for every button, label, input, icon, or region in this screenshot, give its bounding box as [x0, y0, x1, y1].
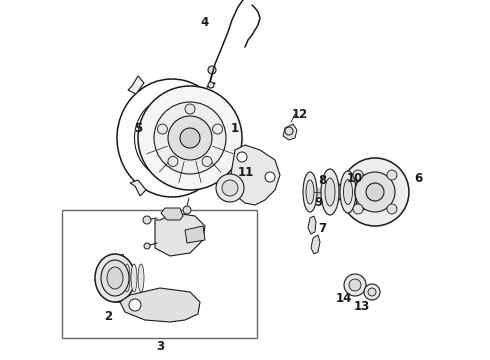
- Circle shape: [213, 124, 222, 134]
- Circle shape: [353, 170, 363, 180]
- Circle shape: [237, 152, 247, 162]
- Circle shape: [364, 284, 380, 300]
- Circle shape: [154, 102, 226, 174]
- Ellipse shape: [340, 171, 356, 213]
- Circle shape: [129, 299, 141, 311]
- Polygon shape: [308, 216, 316, 234]
- Text: 10: 10: [347, 171, 363, 185]
- Polygon shape: [185, 226, 205, 243]
- Circle shape: [144, 243, 150, 249]
- Ellipse shape: [131, 264, 137, 292]
- Circle shape: [387, 204, 397, 214]
- Text: 8: 8: [318, 174, 326, 186]
- Text: 9: 9: [314, 195, 322, 208]
- Circle shape: [208, 82, 214, 88]
- Circle shape: [366, 183, 384, 201]
- Circle shape: [202, 157, 212, 166]
- Ellipse shape: [216, 174, 244, 202]
- Polygon shape: [283, 124, 297, 140]
- Bar: [62, 210, 257, 338]
- Ellipse shape: [303, 172, 317, 212]
- Ellipse shape: [101, 260, 129, 296]
- Circle shape: [285, 127, 293, 135]
- Polygon shape: [161, 208, 183, 220]
- Text: 11: 11: [238, 166, 254, 179]
- Text: 13: 13: [354, 300, 370, 312]
- Circle shape: [355, 172, 395, 212]
- Ellipse shape: [321, 169, 339, 215]
- Text: 3: 3: [156, 339, 164, 352]
- Polygon shape: [120, 288, 200, 322]
- Ellipse shape: [324, 181, 342, 203]
- Circle shape: [344, 274, 366, 296]
- Ellipse shape: [124, 264, 130, 292]
- Text: 14: 14: [336, 292, 352, 305]
- Text: 5: 5: [134, 122, 142, 135]
- Ellipse shape: [343, 180, 352, 204]
- Circle shape: [208, 66, 216, 74]
- Circle shape: [341, 158, 409, 226]
- Circle shape: [353, 204, 363, 214]
- Ellipse shape: [222, 180, 238, 196]
- Circle shape: [168, 116, 212, 160]
- Circle shape: [143, 216, 151, 224]
- Ellipse shape: [107, 267, 123, 289]
- Circle shape: [387, 170, 397, 180]
- Text: 7: 7: [318, 221, 326, 234]
- Text: 6: 6: [414, 171, 422, 185]
- Circle shape: [168, 157, 178, 166]
- Circle shape: [180, 128, 200, 148]
- Text: 12: 12: [292, 108, 308, 121]
- Circle shape: [368, 288, 376, 296]
- Circle shape: [138, 86, 242, 190]
- Polygon shape: [115, 254, 123, 302]
- Polygon shape: [230, 145, 280, 205]
- Ellipse shape: [306, 180, 314, 204]
- Ellipse shape: [138, 264, 144, 292]
- Text: 2: 2: [104, 310, 112, 323]
- Text: 1: 1: [231, 122, 239, 135]
- Polygon shape: [155, 213, 205, 256]
- Ellipse shape: [355, 174, 369, 210]
- Circle shape: [265, 172, 275, 182]
- Polygon shape: [128, 76, 144, 94]
- Ellipse shape: [325, 178, 335, 206]
- Circle shape: [157, 124, 168, 134]
- Circle shape: [185, 104, 195, 114]
- Polygon shape: [130, 180, 146, 196]
- Text: 4: 4: [201, 15, 209, 28]
- Polygon shape: [311, 235, 320, 254]
- Ellipse shape: [95, 254, 135, 302]
- Circle shape: [349, 279, 361, 291]
- Circle shape: [183, 206, 191, 214]
